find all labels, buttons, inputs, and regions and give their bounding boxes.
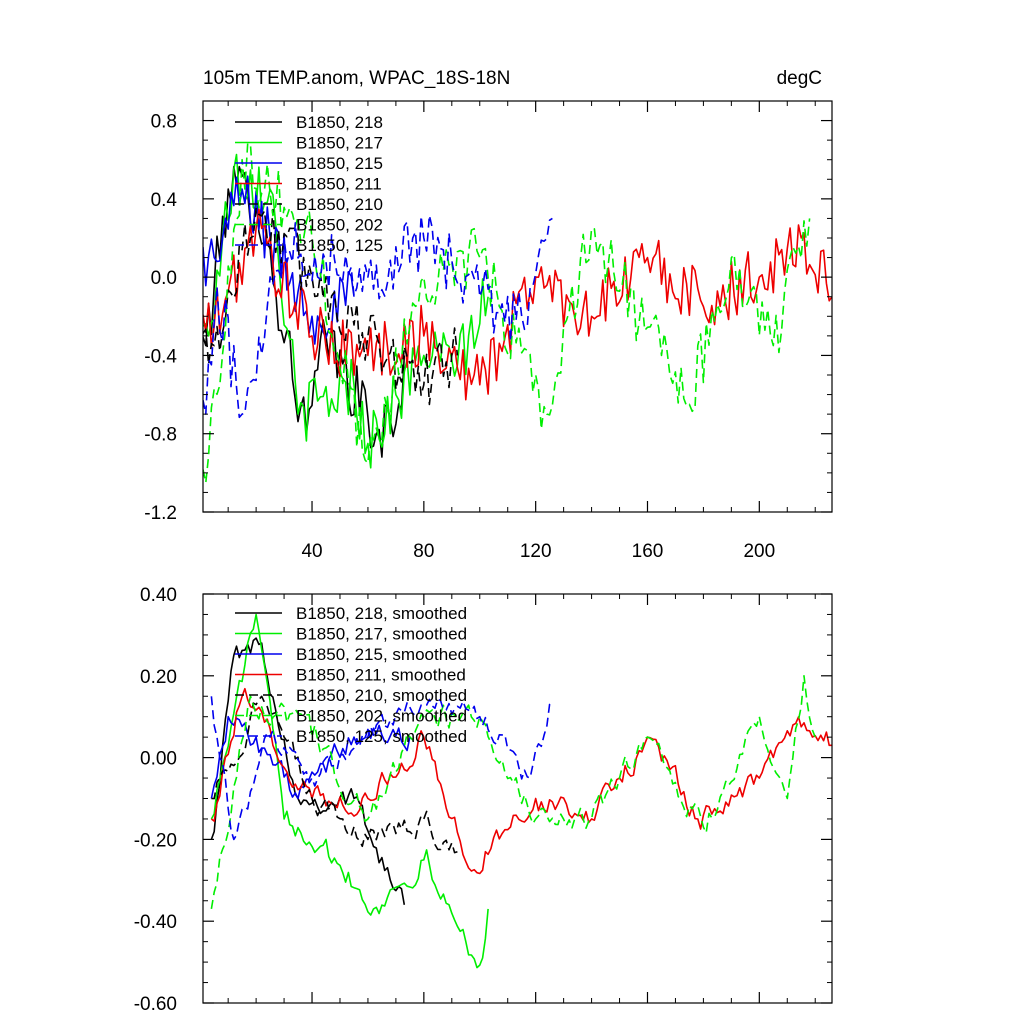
y-tick-label: -1.2	[144, 503, 177, 524]
series-line-7	[203, 214, 553, 419]
x-tick-label: 40	[301, 541, 322, 562]
series-line-4	[203, 208, 832, 401]
y-tick-label: -0.8	[144, 425, 177, 446]
legend-label: B1850, 215, smoothed	[296, 645, 467, 664]
y-tick-label: 0.8	[151, 112, 177, 133]
series-line-2	[210, 613, 489, 969]
legend-label: B1850, 202	[296, 216, 383, 235]
legend-label: B1850, 215	[296, 154, 383, 173]
legend: B1850, 218, smoothed B1850, 217, smoothed…	[235, 604, 467, 746]
legend-label: B1850, 218, smoothed	[296, 604, 467, 623]
bottom-panel: -0.60 -0.40 -0.20 0.00 0.20 0.40 B1850, 218, s…	[134, 585, 833, 1015]
chart-units: degC	[777, 68, 822, 89]
series-line-1	[210, 637, 406, 905]
y-tick-label: 0.0	[151, 268, 177, 289]
y-tick-label: -0.40	[134, 912, 177, 933]
y-tick-label: -0.4	[144, 346, 177, 367]
top-panel: -1.2 -0.8 -0.4 0.0 0.4 0.8 40 80 120 160 200 B1850,…	[144, 100, 833, 562]
y-tick-label: 0.20	[140, 667, 177, 688]
x-tick-label: 80	[413, 541, 434, 562]
legend-label: B1850, 217	[296, 134, 383, 153]
series-line-6	[203, 142, 811, 484]
series-line-3	[210, 715, 411, 800]
legend-label: B1850, 125	[296, 236, 383, 255]
series-lines	[210, 613, 832, 969]
legend-label: B1850, 217, smoothed	[296, 625, 467, 644]
series-line-5	[203, 207, 459, 406]
series-line-7	[210, 696, 554, 841]
series-lines	[203, 142, 832, 484]
legend-label: B1850, 210	[296, 195, 383, 214]
legend-label: B1850, 211, smoothed	[296, 666, 466, 685]
y-tick-label: -0.20	[134, 830, 177, 851]
chart-title: 105m TEMP.anom, WPAC_18S-18N	[203, 68, 510, 89]
x-tick-label: 200	[743, 541, 775, 562]
legend-label: B1850, 125, smoothed	[296, 727, 467, 746]
y-tick-label: -0.60	[134, 994, 177, 1015]
legend-label: B1850, 202, smoothed	[296, 707, 467, 726]
series-line-2	[203, 153, 489, 469]
legend-label: B1850, 210, smoothed	[296, 686, 467, 705]
legend-label: B1850, 218	[296, 113, 383, 132]
series-line-4	[210, 687, 832, 875]
y-tick-label: 0.40	[140, 585, 177, 606]
plot-frame	[202, 100, 833, 513]
y-tick-label: 0.00	[140, 749, 177, 770]
x-tick-label: 120	[520, 541, 552, 562]
x-tick-label: 160	[632, 541, 664, 562]
series-line-5	[211, 695, 458, 854]
y-tick-label: 0.4	[151, 190, 178, 211]
legend-label: B1850, 211	[296, 175, 382, 194]
